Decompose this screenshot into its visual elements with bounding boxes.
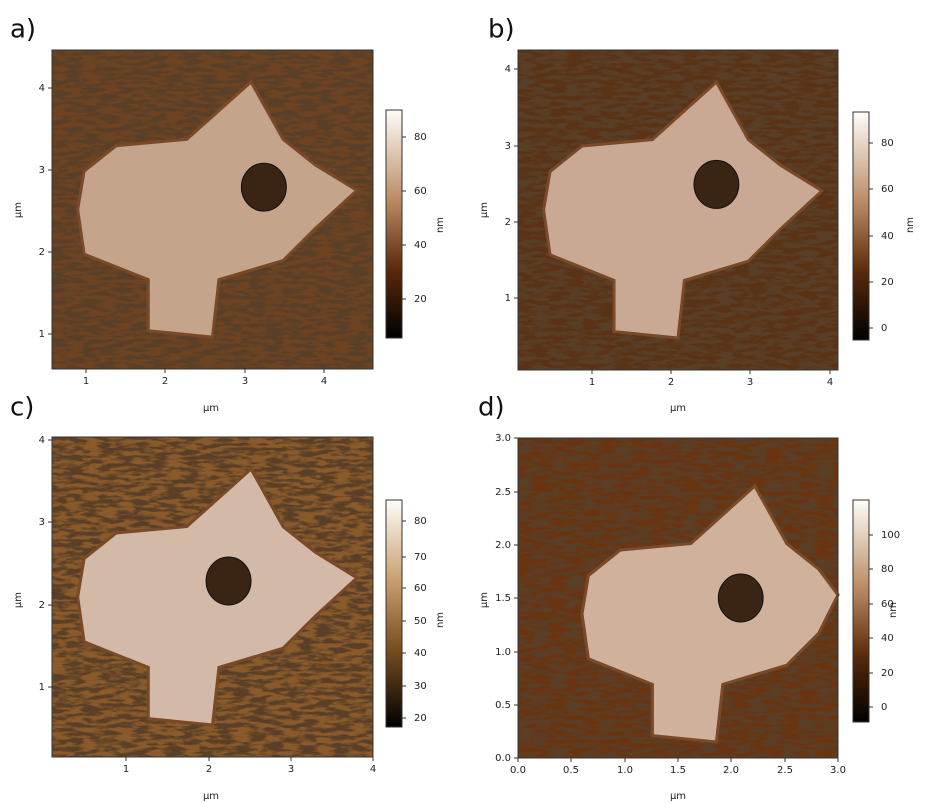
colorbar-tick-label: 40 <box>881 231 894 242</box>
x-tick-label: 2.5 <box>777 765 793 776</box>
x-axis-label: µm <box>203 403 219 414</box>
panel-label: a) <box>10 15 36 45</box>
colorbar-tick-label: 40 <box>881 633 894 644</box>
y-tick-label: 4 <box>505 64 511 75</box>
colorbar-tick-label: 0 <box>881 702 887 713</box>
afm-image <box>518 50 838 370</box>
colorbar <box>386 110 402 338</box>
x-tick-label: 1 <box>123 764 129 775</box>
y-axis-label: µm <box>479 202 490 218</box>
y-tick-label: 3 <box>39 165 45 176</box>
x-tick-label: 0.5 <box>563 765 579 776</box>
colorbar-tick-label: 80 <box>881 564 894 575</box>
x-tick-label: 1 <box>83 376 89 387</box>
x-tick-label: 1.0 <box>617 765 633 776</box>
x-tick-label: 3 <box>288 764 294 775</box>
colorbar-tick-label: 60 <box>414 583 427 594</box>
panel-label: c) <box>10 393 34 423</box>
y-tick-label: 1 <box>505 293 511 304</box>
colorbar-label: nm <box>435 217 446 233</box>
colorbar-tick-label: 80 <box>881 138 894 149</box>
x-axis-label: µm <box>670 791 686 802</box>
colorbar-tick-label: 30 <box>414 681 427 692</box>
colorbar-tick-label: 20 <box>414 713 427 724</box>
colorbar-tick-label: 20 <box>414 294 427 305</box>
y-tick-label: 2 <box>505 217 511 228</box>
x-tick-label: 4 <box>321 376 327 387</box>
hole <box>206 557 251 605</box>
colorbar-tick-label: 40 <box>414 240 427 251</box>
x-tick-label: 2 <box>206 764 212 775</box>
colorbar-tick-label: 0 <box>881 323 887 334</box>
figure: a)12341234µmµm80604020nmb)12341234µmµm80… <box>0 0 928 803</box>
colorbar-tick-label: 40 <box>414 648 427 659</box>
colorbar <box>386 500 402 727</box>
colorbar-tick-label: 100 <box>881 530 900 541</box>
colorbar-label: nm <box>888 602 899 618</box>
x-tick-label: 4 <box>370 764 376 775</box>
x-tick-label: 2.0 <box>723 765 739 776</box>
y-tick-label: 2 <box>39 247 45 258</box>
x-tick-label: 0.0 <box>510 765 526 776</box>
y-tick-label: 1 <box>39 682 45 693</box>
colorbar-tick-label: 80 <box>414 132 427 143</box>
panel-label: d) <box>478 393 505 423</box>
y-axis-label: µm <box>479 592 490 608</box>
y-tick-label: 2.5 <box>495 487 511 498</box>
y-tick-label: 4 <box>39 83 45 94</box>
colorbar-tick-label: 80 <box>414 516 427 527</box>
colorbar <box>853 112 869 340</box>
hole <box>694 160 739 208</box>
y-axis-label: µm <box>13 202 24 218</box>
x-tick-label: 4 <box>827 377 833 388</box>
colorbar-tick-label: 60 <box>881 184 894 195</box>
colorbar-label: nm <box>905 217 916 233</box>
x-tick-label: 2 <box>668 377 674 388</box>
afm-image <box>52 437 373 757</box>
colorbar-tick-label: 20 <box>881 668 894 679</box>
x-tick-label: 3.0 <box>830 765 846 776</box>
hole <box>241 163 286 211</box>
y-tick-label: 1.0 <box>495 647 511 658</box>
colorbar-label: nm <box>435 612 446 628</box>
y-tick-label: 3 <box>505 141 511 152</box>
afm-image <box>52 50 373 369</box>
colorbar-tick-label: 70 <box>414 552 427 563</box>
x-axis-label: µm <box>670 403 686 414</box>
x-tick-label: 1.5 <box>670 765 686 776</box>
y-tick-label: 0.5 <box>495 700 511 711</box>
x-tick-label: 3 <box>242 376 248 387</box>
colorbar-tick-label: 20 <box>881 277 894 288</box>
y-tick-label: 0.0 <box>495 753 511 764</box>
y-tick-label: 1.5 <box>495 593 511 604</box>
colorbar-tick-label: 60 <box>414 186 427 197</box>
colorbar <box>853 500 869 722</box>
y-tick-label: 2.0 <box>495 540 511 551</box>
afm-image <box>518 438 838 758</box>
y-axis-label: µm <box>13 592 24 608</box>
panel-label: b) <box>488 15 515 45</box>
y-tick-label: 3.0 <box>495 433 511 444</box>
hole <box>718 574 763 622</box>
x-axis-label: µm <box>203 791 219 802</box>
colorbar-tick-label: 50 <box>414 616 427 627</box>
y-tick-label: 4 <box>39 435 45 446</box>
y-tick-label: 2 <box>39 600 45 611</box>
x-tick-label: 2 <box>162 376 168 387</box>
y-tick-label: 1 <box>39 329 45 340</box>
x-tick-label: 3 <box>747 377 753 388</box>
x-tick-label: 1 <box>589 377 595 388</box>
y-tick-label: 3 <box>39 517 45 528</box>
